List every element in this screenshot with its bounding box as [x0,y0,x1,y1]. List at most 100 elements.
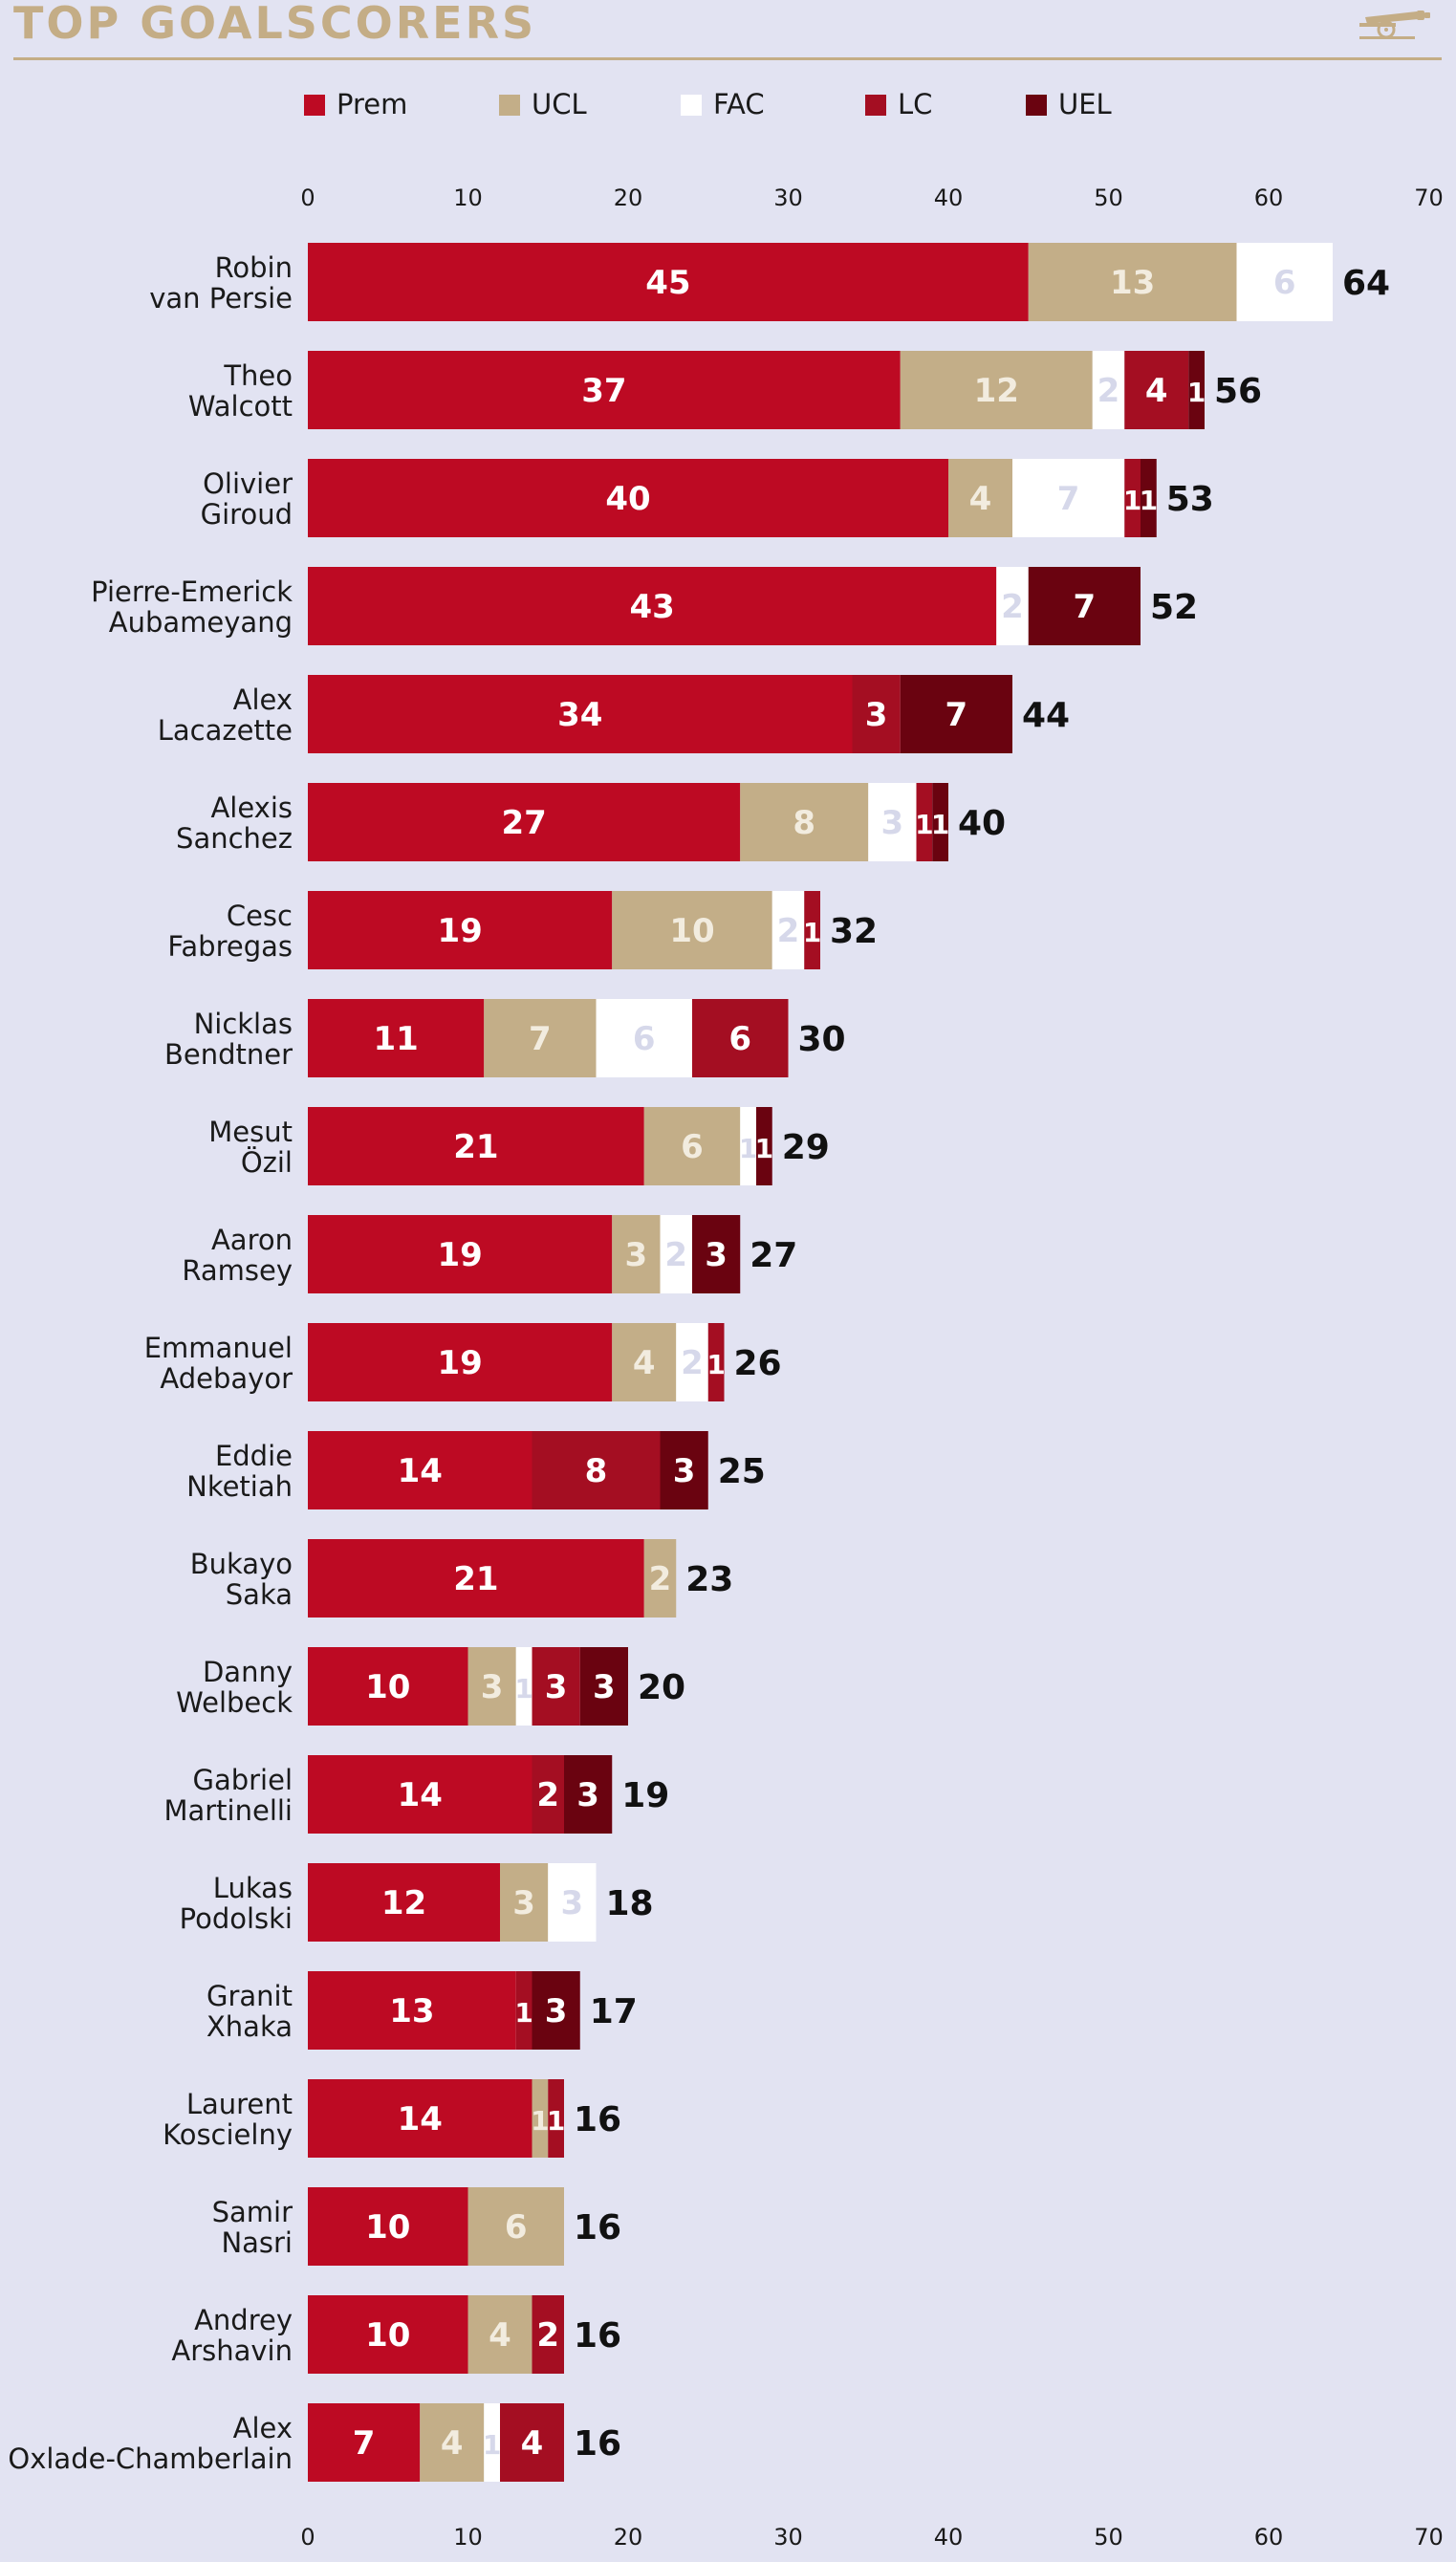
bar-segment-lc [532,1647,580,1726]
segment-value-label: 4 [489,2316,511,2355]
bar-segment-ucl [467,2187,564,2266]
bar-segment-fac [676,1323,708,1401]
segment-value-label: 2 [777,912,800,950]
player-name-line2: Adebayor [160,1362,293,1395]
legend-swatch [681,95,702,116]
segment-value-label: 1 [531,2105,549,2137]
legend-label: UEL [1058,88,1112,120]
segment-value-label: 1 [931,809,949,840]
player-name-line2: Lacazette [158,714,293,747]
segment-value-label: 1 [547,2105,565,2137]
x-tick-label: 70 [1414,2524,1444,2551]
total-label: 64 [1342,264,1390,303]
total-label: 44 [1022,696,1070,735]
player-name-line1: Olivier [203,467,293,500]
player-name-line1: Nicklas [194,1008,293,1040]
header: TOP GOALSCORERS [0,0,1456,61]
player-name-line1: Gabriel [192,1764,293,1796]
player-name-line2: Podolski [180,1902,293,1935]
player-name-line2: Martinelli [163,1794,293,1827]
bar-segment-fac [1012,459,1125,537]
bar-segment-ucl [467,1647,516,1726]
bar-segment-prem [308,999,485,1077]
title-rule [13,57,1442,60]
segment-value-label: 19 [437,912,482,950]
player-name-line1: Eddie [215,1440,293,1472]
x-axis-top: 0 10 20 30 40 50 60 70 [300,185,1443,211]
segment-value-label: 13 [1110,264,1155,302]
bar-segment-fac [1236,243,1333,321]
segment-value-label: 1 [755,1133,773,1164]
bar-segment-lc [852,675,901,753]
segment-value-label: 7 [353,2424,376,2463]
segment-value-label: 4 [633,1344,656,1382]
player-name-line1: Pierre-Emerick [91,575,293,608]
total-label: 32 [830,912,878,951]
total-label: 30 [798,1020,846,1059]
legend-item-uel: UEL [1026,88,1112,120]
bar-segment-lc [500,2403,564,2482]
segment-value-label: 6 [728,1020,751,1058]
legend-item-prem: Prem [304,88,407,120]
segment-value-label: 3 [576,1776,599,1814]
segment-value-label: 8 [585,1452,608,1490]
segment-value-label: 3 [545,1992,568,2030]
bar-segment-prem [308,1215,613,1293]
total-label: 26 [734,1344,782,1383]
total-label: 29 [782,1128,830,1167]
segment-value-label: 34 [557,696,602,734]
bar-segment-ucl [532,2079,549,2158]
segment-value-label: 37 [581,372,626,410]
legend-label: FAC [713,88,765,120]
x-tick-label: 60 [1254,185,1284,211]
segment-value-label: 1 [803,917,821,948]
bar-segment-lc [532,1431,661,1509]
chart-title: TOP GOALSCORERS [13,0,537,49]
player-name-line2: Oxlade-Chamberlain [8,2443,293,2475]
legend: Prem UCL FAC LC UEL [304,88,1112,120]
bar-segment-ucl [467,2295,532,2374]
segment-value-label: 40 [605,480,650,518]
segment-value-label: 19 [437,1344,482,1382]
segment-value-label: 27 [501,804,546,842]
player-name-line1: Alex [233,2412,293,2444]
player-name-line1: Bukayo [190,1548,293,1580]
total-label: 19 [621,1776,669,1815]
player-name-line2: Giroud [201,498,293,531]
bar-segment-uel [564,1755,613,1834]
segment-value-label: 6 [505,2208,528,2247]
bar-segment-prem [308,2403,421,2482]
player-name-line2: Bendtner [164,1038,293,1071]
legend-item-fac: FAC [681,88,765,120]
player-name-line1: Laurent [186,2088,293,2120]
player-name-line2: Walcott [188,390,293,423]
segment-value-label: 2 [1001,588,1024,626]
total-label: 17 [590,1992,638,2031]
bar-segment-prem [308,1863,500,1942]
legend-swatch [499,95,520,116]
segment-value-label: 14 [398,2100,443,2139]
player-name-line2: Koscielny [163,2118,293,2151]
player-name-line2: Sanchez [176,822,293,855]
segment-value-label: 13 [389,1992,434,2030]
bar-segment-uel [1028,567,1141,645]
segment-value-label: 45 [645,264,690,302]
bar-segment-fac [868,783,917,861]
player-name-line1: Theo [223,359,293,392]
bar-segment-lc [1124,459,1141,537]
segment-value-label: 1 [739,1133,757,1164]
bar-segment-prem [308,1431,532,1509]
bar-segment-prem [308,1539,644,1618]
bar-segment-prem [308,567,997,645]
